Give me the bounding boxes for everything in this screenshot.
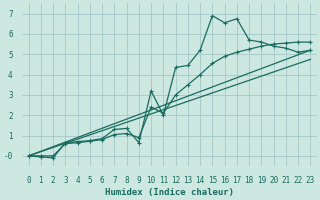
X-axis label: Humidex (Indice chaleur): Humidex (Indice chaleur) xyxy=(105,188,234,197)
